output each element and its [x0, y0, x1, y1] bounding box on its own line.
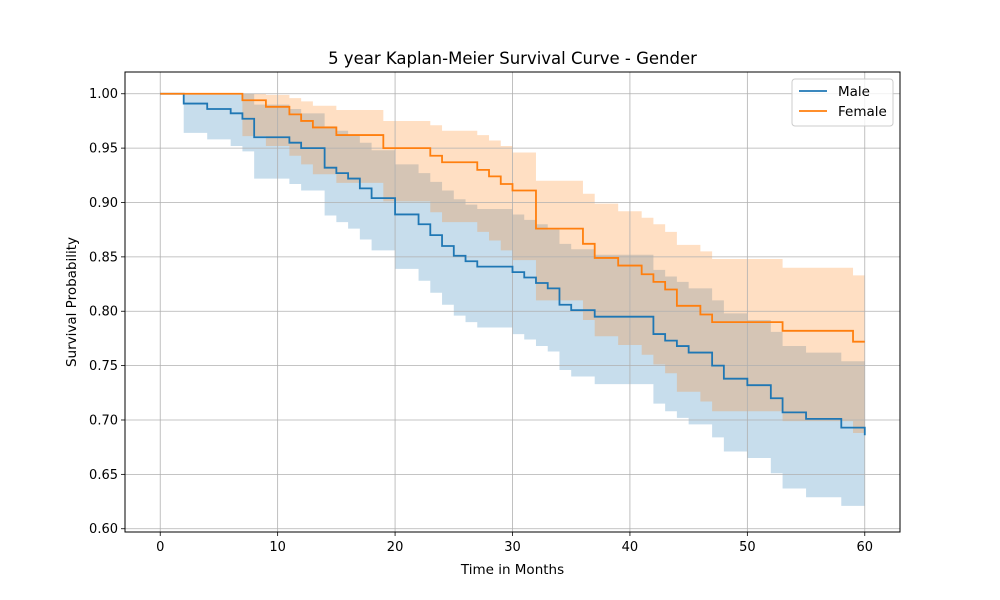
chart-title: 5 year Kaplan-Meier Survival Curve - Gen… — [328, 49, 697, 68]
x-tick-label: 10 — [269, 540, 286, 555]
y-tick-label: 0.65 — [89, 468, 118, 483]
x-tick-label: 60 — [856, 540, 873, 555]
y-axis-label: Survival Probability — [64, 237, 80, 367]
survival-line-male — [160, 92, 866, 436]
y-tick-label: 0.85 — [89, 250, 118, 265]
legend: Male Female — [791, 78, 894, 127]
y-tick-label: 0.95 — [89, 142, 118, 157]
x-tick-label: 20 — [387, 540, 404, 555]
x-tick-label: 50 — [739, 540, 756, 555]
survival-lines — [160, 92, 866, 436]
legend-label-male: Male — [838, 84, 870, 100]
y-axis-ticks: 0.60 0.65 0.70 0.75 0.80 0.85 0.90 0.95 1.00 — [89, 87, 125, 537]
x-tick-label: 40 — [622, 540, 639, 555]
x-axis-ticks: 0 10 20 30 40 50 60 — [156, 532, 873, 555]
gridlines — [125, 72, 900, 532]
y-tick-label: 0.60 — [89, 522, 118, 537]
y-tick-label: 0.75 — [89, 359, 118, 374]
y-tick-label: 0.90 — [89, 196, 118, 211]
x-tick-label: 0 — [156, 540, 164, 555]
y-tick-label: 0.70 — [89, 413, 118, 428]
x-axis-label: Time in Months — [460, 562, 564, 578]
y-tick-label: 0.80 — [89, 305, 118, 320]
survival-line-female — [160, 92, 865, 343]
legend-label-female: Female — [838, 104, 887, 120]
x-tick-label: 30 — [504, 540, 521, 555]
y-tick-label: 1.00 — [89, 87, 118, 102]
